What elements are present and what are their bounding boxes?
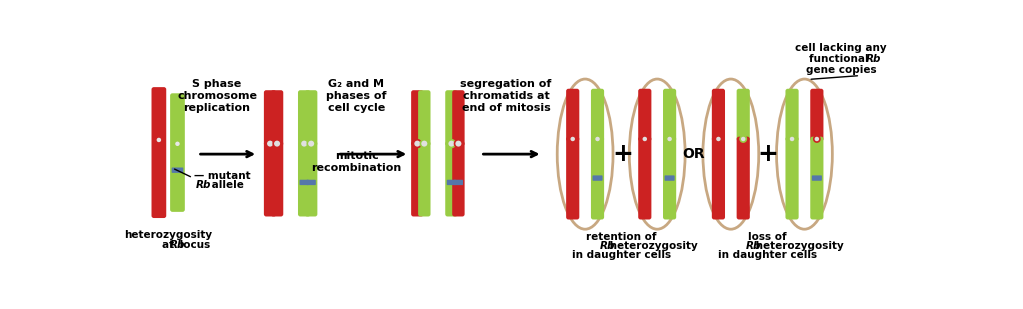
- Text: in daughter cells: in daughter cells: [718, 250, 817, 260]
- FancyBboxPatch shape: [418, 90, 431, 146]
- Circle shape: [813, 136, 820, 142]
- FancyBboxPatch shape: [810, 89, 824, 141]
- FancyBboxPatch shape: [305, 141, 317, 217]
- FancyBboxPatch shape: [271, 90, 283, 146]
- Text: heterozygosity: heterozygosity: [606, 241, 698, 251]
- FancyBboxPatch shape: [447, 180, 456, 185]
- FancyBboxPatch shape: [663, 137, 676, 219]
- Text: Rb: Rb: [746, 241, 761, 251]
- Text: retention of: retention of: [586, 232, 657, 242]
- FancyBboxPatch shape: [566, 89, 579, 141]
- FancyBboxPatch shape: [418, 141, 431, 217]
- Circle shape: [454, 140, 462, 147]
- FancyBboxPatch shape: [591, 89, 605, 141]
- Text: heterozygosity: heterozygosity: [124, 230, 212, 239]
- Text: S phase
chromosome
replication: S phase chromosome replication: [177, 79, 257, 112]
- FancyBboxPatch shape: [298, 141, 310, 217]
- FancyBboxPatch shape: [298, 90, 310, 146]
- Text: in daughter cells: in daughter cells: [572, 250, 671, 260]
- Circle shape: [594, 136, 601, 142]
- Text: locus: locus: [176, 239, 210, 250]
- Text: G₂ and M
phases of
cell cycle: G₂ and M phases of cell cycle: [326, 79, 387, 112]
- FancyBboxPatch shape: [305, 90, 317, 146]
- Circle shape: [420, 140, 429, 147]
- FancyBboxPatch shape: [592, 176, 603, 181]
- FancyBboxPatch shape: [737, 137, 750, 219]
- Text: functional: functional: [809, 54, 873, 64]
- FancyBboxPatch shape: [264, 141, 276, 217]
- FancyBboxPatch shape: [786, 137, 799, 219]
- Text: loss of: loss of: [749, 232, 787, 242]
- FancyBboxPatch shape: [663, 89, 676, 141]
- FancyBboxPatch shape: [566, 137, 579, 219]
- FancyBboxPatch shape: [638, 89, 652, 141]
- Text: cell lacking any: cell lacking any: [795, 43, 887, 53]
- FancyBboxPatch shape: [452, 141, 464, 217]
- FancyBboxPatch shape: [452, 90, 464, 146]
- Text: Rb: Rb: [170, 239, 185, 250]
- Text: heterozygosity: heterozygosity: [752, 241, 844, 251]
- FancyBboxPatch shape: [810, 137, 824, 219]
- FancyBboxPatch shape: [786, 89, 799, 141]
- FancyBboxPatch shape: [445, 90, 457, 146]
- Text: +: +: [758, 142, 779, 166]
- FancyBboxPatch shape: [264, 90, 276, 146]
- FancyBboxPatch shape: [411, 141, 424, 217]
- Circle shape: [266, 140, 274, 147]
- Circle shape: [413, 140, 421, 147]
- FancyBboxPatch shape: [307, 180, 316, 185]
- Circle shape: [740, 136, 747, 142]
- FancyBboxPatch shape: [454, 180, 463, 185]
- Text: at: at: [162, 239, 178, 250]
- Circle shape: [667, 136, 673, 142]
- Circle shape: [301, 140, 308, 147]
- FancyBboxPatch shape: [712, 137, 725, 219]
- FancyBboxPatch shape: [812, 176, 821, 181]
- FancyBboxPatch shape: [737, 89, 750, 141]
- Circle shape: [174, 141, 181, 147]
- FancyBboxPatch shape: [300, 180, 309, 185]
- Circle shape: [307, 140, 315, 147]
- FancyBboxPatch shape: [638, 137, 652, 219]
- Circle shape: [641, 136, 648, 142]
- Text: mitotic
recombination: mitotic recombination: [311, 151, 402, 173]
- FancyBboxPatch shape: [665, 176, 674, 181]
- FancyBboxPatch shape: [712, 89, 725, 141]
- FancyBboxPatch shape: [445, 141, 457, 217]
- Text: gene copies: gene copies: [805, 65, 876, 75]
- FancyBboxPatch shape: [151, 87, 166, 218]
- Text: Rb: Rb: [196, 180, 212, 190]
- Text: OR: OR: [682, 147, 705, 161]
- Circle shape: [155, 137, 162, 143]
- Circle shape: [273, 140, 281, 147]
- Circle shape: [789, 136, 795, 142]
- FancyBboxPatch shape: [172, 167, 183, 173]
- Text: allele: allele: [209, 180, 244, 190]
- Circle shape: [570, 136, 576, 142]
- Text: segregation of
chromatids at
end of mitosis: segregation of chromatids at end of mito…: [460, 79, 551, 112]
- FancyBboxPatch shape: [591, 137, 605, 219]
- Text: Rb: Rb: [599, 241, 615, 251]
- FancyBboxPatch shape: [411, 90, 424, 146]
- Text: +: +: [612, 142, 633, 166]
- Text: Rb: Rb: [865, 54, 881, 64]
- FancyBboxPatch shape: [170, 93, 185, 212]
- Text: — mutant: — mutant: [193, 171, 251, 180]
- Circle shape: [715, 136, 721, 142]
- FancyBboxPatch shape: [271, 141, 283, 217]
- Circle shape: [448, 140, 455, 147]
